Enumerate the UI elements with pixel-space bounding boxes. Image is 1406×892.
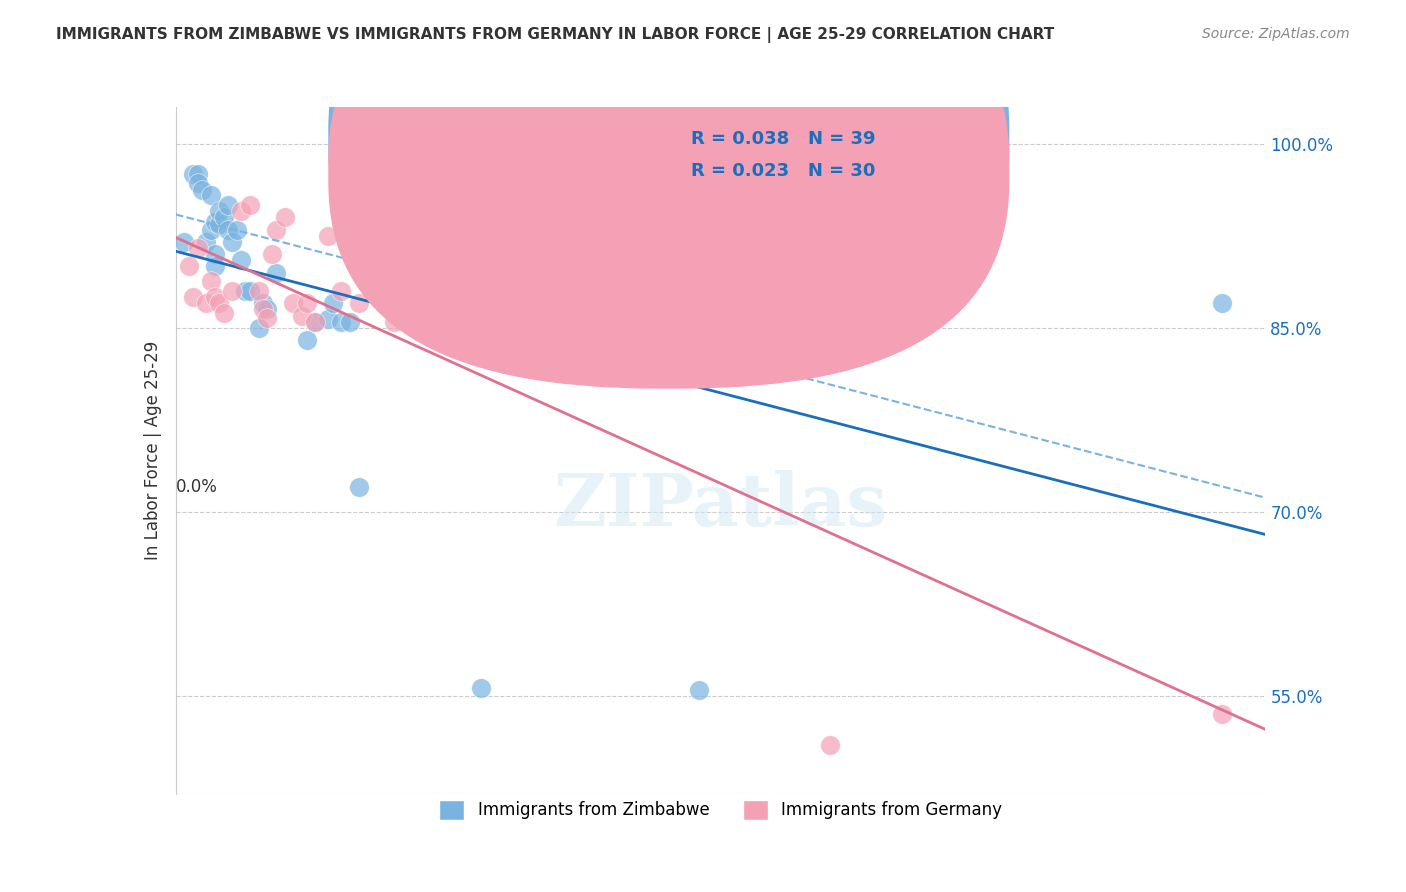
Point xyxy=(1211,296,1233,310)
Point xyxy=(304,315,326,329)
Point xyxy=(600,309,623,323)
Point xyxy=(181,290,204,304)
Point xyxy=(212,211,235,225)
Point xyxy=(818,738,841,752)
Point xyxy=(688,296,710,310)
Point xyxy=(322,296,344,310)
Point xyxy=(186,241,209,255)
Point xyxy=(252,296,274,310)
Point xyxy=(274,211,297,225)
Point xyxy=(204,290,226,304)
Point xyxy=(173,235,195,249)
Point xyxy=(177,260,200,274)
FancyBboxPatch shape xyxy=(329,0,1010,358)
Point xyxy=(247,321,270,335)
Point xyxy=(231,253,253,268)
Point xyxy=(186,168,209,182)
Point xyxy=(295,333,318,347)
Point xyxy=(221,235,243,249)
Point xyxy=(212,306,235,320)
Point xyxy=(231,204,253,219)
Point xyxy=(208,296,231,310)
Point xyxy=(239,284,262,298)
Point xyxy=(557,296,579,310)
Point xyxy=(186,176,209,190)
Legend: Immigrants from Zimbabwe, Immigrants from Germany: Immigrants from Zimbabwe, Immigrants fro… xyxy=(433,793,1008,827)
Point xyxy=(295,296,318,310)
Point xyxy=(239,198,262,212)
Point xyxy=(1211,707,1233,722)
Text: ZIPatlas: ZIPatlas xyxy=(554,470,887,541)
Point xyxy=(339,315,361,329)
Point xyxy=(200,222,222,236)
Point xyxy=(330,315,353,329)
Point xyxy=(470,681,492,696)
Point xyxy=(347,480,370,494)
Point xyxy=(347,296,370,310)
Point xyxy=(181,168,204,182)
Point xyxy=(235,284,257,298)
Point xyxy=(256,302,278,317)
Point xyxy=(304,315,326,329)
Point xyxy=(264,222,287,236)
Point xyxy=(204,260,226,274)
Point xyxy=(252,302,274,317)
Point xyxy=(191,183,214,197)
Text: R = 0.023   N = 30: R = 0.023 N = 30 xyxy=(692,162,876,180)
Point xyxy=(256,310,278,325)
Text: IMMIGRANTS FROM ZIMBABWE VS IMMIGRANTS FROM GERMANY IN LABOR FORCE | AGE 25-29 C: IMMIGRANTS FROM ZIMBABWE VS IMMIGRANTS F… xyxy=(56,27,1054,43)
Text: Source: ZipAtlas.com: Source: ZipAtlas.com xyxy=(1202,27,1350,41)
Point xyxy=(405,296,427,310)
Point xyxy=(204,247,226,261)
Point xyxy=(283,296,305,310)
FancyBboxPatch shape xyxy=(329,0,1010,389)
Point xyxy=(382,315,405,329)
Point xyxy=(330,284,353,298)
Point xyxy=(318,228,340,243)
Point xyxy=(247,284,270,298)
Y-axis label: In Labor Force | Age 25-29: In Labor Force | Age 25-29 xyxy=(143,341,162,560)
Point xyxy=(200,274,222,288)
Point xyxy=(204,215,226,229)
Point xyxy=(318,312,340,326)
Point xyxy=(208,217,231,231)
Point xyxy=(200,188,222,202)
Point xyxy=(221,284,243,298)
Point xyxy=(426,296,449,310)
Point xyxy=(260,247,283,261)
Point xyxy=(688,682,710,697)
Point xyxy=(217,198,239,212)
Point xyxy=(217,222,239,236)
Point xyxy=(225,222,247,236)
Text: R = 0.038   N = 39: R = 0.038 N = 39 xyxy=(692,130,876,148)
Point xyxy=(195,235,218,249)
FancyBboxPatch shape xyxy=(638,114,900,196)
Point xyxy=(264,266,287,280)
Point xyxy=(195,296,218,310)
Point xyxy=(208,204,231,219)
Point xyxy=(291,309,314,323)
Point xyxy=(470,290,492,304)
Text: 0.0%: 0.0% xyxy=(176,478,218,496)
Point xyxy=(644,284,666,298)
